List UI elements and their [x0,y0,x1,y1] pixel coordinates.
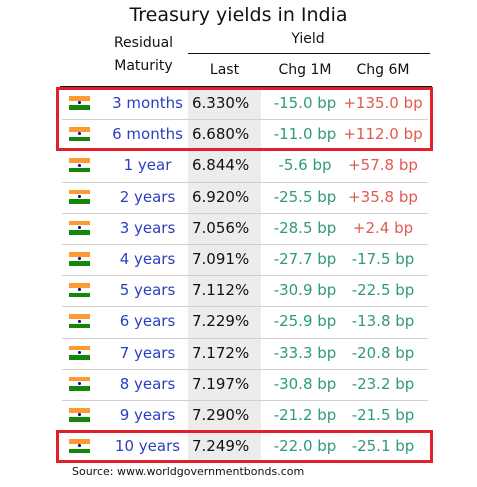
change-6m-value: -13.8 bp [351,312,415,331]
page-title: Treasury yields in India [129,4,348,26]
change-6m-value: +135.0 bp [343,94,423,112]
last-column-shade [188,150,261,182]
india-flag-icon [69,127,90,142]
change-6m-value: -25.1 bp [351,437,415,456]
india-flag-icon [69,158,90,173]
chg6m-header: Chg 6M [356,62,410,78]
maturity-label: 7 years [119,343,176,362]
maturity-label: 5 years [119,281,176,300]
last-column-shade [188,212,261,244]
change-1m-value: -22.0 bp [273,437,337,456]
residual-header-line2: Maturity [114,58,173,74]
last-column-shade [188,275,261,307]
india-flag-icon [69,220,90,235]
last-column-shade [188,181,261,213]
india-flag-icon [69,283,90,298]
change-6m-value: -22.5 bp [351,281,415,300]
change-6m-value: +2.4 bp [352,218,414,237]
change-6m-value: -21.5 bp [351,406,415,424]
last-yield-value: 7.229% [192,312,250,331]
india-flag-icon [69,252,90,266]
india-flag-icon [69,376,90,391]
highlight-box [56,430,433,464]
maturity-label: 1 year [123,156,172,175]
last-yield-value: 7.172% [192,343,250,362]
last-yield-value: 6.920% [192,187,250,206]
last-yield-value: 6.680% [192,125,250,144]
maturity-label: 10 years [114,437,181,456]
change-1m-value: -15.0 bp [273,94,337,112]
last-header: Last [209,62,240,78]
maturity-label: 2 years [119,187,176,206]
india-flag-icon [69,439,90,454]
row-divider [62,212,428,214]
change-1m-value: -11.0 bp [273,125,337,144]
change-1m-value: -5.6 bp [278,156,332,175]
change-1m-value: -27.7 bp [273,250,337,268]
row-divider [62,244,428,245]
maturity-label: 8 years [119,374,176,393]
chg1m-header: Chg 1M [278,62,332,78]
last-yield-value: 7.197% [192,374,250,393]
maturity-label: 9 years [119,406,176,424]
row-divider [62,368,428,370]
maturity-label: 3 years [119,218,176,237]
last-column-shade [188,431,261,463]
row-divider [62,337,428,339]
last-yield-value: 7.091% [192,250,250,268]
change-1m-value: -25.9 bp [273,312,337,331]
change-1m-value: -30.9 bp [273,281,337,300]
last-column-shade [188,88,261,120]
row-divider [62,275,428,277]
change-6m-value: +35.8 bp [348,187,418,206]
india-flag-icon [69,345,90,360]
india-flag-icon [69,189,90,204]
last-yield-value: 7.056% [192,218,250,237]
change-1m-value: -28.5 bp [273,218,337,237]
last-yield-value: 7.290% [192,406,250,424]
yield-group-header: Yield [291,31,325,47]
change-1m-value: -33.3 bp [273,343,337,362]
row-divider [62,181,428,183]
last-column-shade [188,306,261,338]
last-column-shade [188,119,261,151]
change-6m-value: +57.8 bp [348,156,418,175]
change-6m-value: -23.2 bp [351,374,415,393]
maturity-label: 6 months [112,125,183,144]
maturity-label: 3 months [112,94,183,112]
source-note: Source: www.worldgovernmentbonds.com [72,465,305,478]
change-1m-value: -30.8 bp [273,374,337,393]
maturity-label: 4 years [119,250,176,268]
last-column-shade [188,337,261,369]
change-1m-value: -25.5 bp [273,187,337,206]
residual-header-line1: Residual [113,35,174,51]
last-column-shade [188,244,261,276]
last-column-shade [188,400,261,432]
change-6m-value: -17.5 bp [351,250,415,268]
change-6m-value: +112.0 bp [343,125,423,144]
last-yield-value: 7.249% [192,437,250,456]
last-yield-value: 6.330% [192,94,250,112]
india-flag-icon [69,408,90,422]
last-column-shade [188,368,261,400]
row-divider [62,119,428,121]
yield-group-rule [188,53,430,54]
maturity-label: 6 years [119,312,176,331]
row-divider [62,400,428,401]
highlight-box [56,87,433,152]
row-divider [62,306,428,308]
change-6m-value: -20.8 bp [351,343,415,362]
change-1m-value: -21.2 bp [273,406,337,424]
last-yield-value: 6.844% [192,156,250,175]
india-flag-icon [69,314,90,329]
india-flag-icon [69,96,90,110]
last-yield-value: 7.112% [192,281,250,300]
